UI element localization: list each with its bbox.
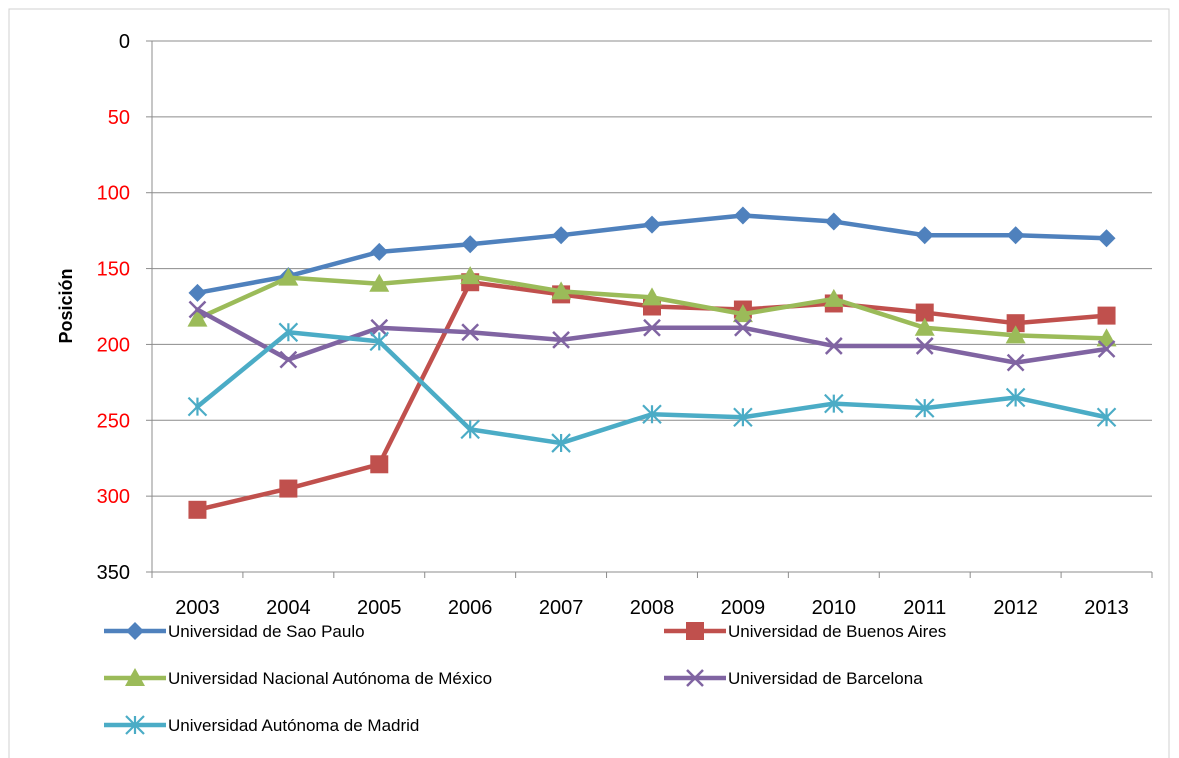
data-point (370, 455, 389, 474)
data-point (1006, 226, 1025, 245)
data-point (915, 226, 934, 245)
series-2 (188, 273, 1116, 519)
data-point (732, 304, 753, 323)
data-point (369, 331, 390, 352)
x-tick-label: 2008 (630, 597, 675, 619)
data-point (1006, 353, 1025, 372)
data-point (642, 404, 662, 424)
data-point (1097, 306, 1116, 325)
data-point (1005, 387, 1026, 408)
x-tick-label: 2004 (266, 597, 311, 619)
series-layer (187, 206, 1117, 519)
y-tick-label: 0 (119, 31, 130, 53)
legend-item: Universidad de Sao Paulo (104, 622, 365, 641)
data-point (1096, 328, 1117, 347)
data-point (552, 330, 570, 349)
legend-item: Universidad Nacional Autónoma de México (104, 668, 492, 688)
legend-item: Universidad Autónoma de Madrid (104, 715, 419, 735)
data-point (824, 212, 843, 231)
legend-label: Universidad Nacional Autónoma de México (168, 669, 492, 688)
data-point (824, 337, 843, 355)
y-tick-label: 200 (97, 334, 130, 356)
legend-label: Universidad de Buenos Aires (728, 622, 946, 641)
data-point (279, 479, 298, 498)
series-3 (187, 266, 1117, 347)
data-point (1097, 340, 1116, 358)
data-point (551, 433, 571, 453)
chart-border (8, 8, 1170, 758)
data-point (551, 281, 572, 300)
data-point (823, 288, 844, 307)
axes (146, 40, 1153, 578)
data-point (370, 242, 389, 261)
data-point (1005, 325, 1026, 344)
legend-marker (686, 622, 704, 640)
x-tick-label: 2009 (721, 597, 766, 619)
data-point (1006, 314, 1025, 333)
data-point (187, 396, 208, 417)
legend: Universidad de Sao Paulo Universidad de B… (104, 622, 946, 735)
legend-marker (125, 715, 145, 735)
data-point (915, 337, 934, 355)
data-point (552, 226, 571, 245)
data-point (461, 235, 480, 254)
legend-label: Universidad Autónoma de Madrid (168, 716, 419, 735)
x-tick-label: 2005 (357, 597, 402, 619)
y-tick-label: 250 (97, 410, 130, 432)
data-point (188, 500, 207, 519)
legend-marker (125, 668, 145, 686)
data-point (1097, 229, 1116, 248)
data-point (461, 323, 480, 342)
series-1 (188, 206, 1116, 302)
data-point (187, 308, 208, 327)
y-tick-label: 150 (97, 259, 130, 281)
series-line (195, 330, 1109, 446)
data-point (643, 215, 661, 234)
data-point (369, 273, 390, 292)
data-point (914, 317, 935, 336)
gridlines (152, 40, 1152, 497)
x-tick-label: 2011 (903, 597, 946, 619)
legend-item: Universidad de Buenos Aires (664, 622, 946, 641)
data-point (643, 318, 661, 337)
legend-marker (126, 622, 144, 640)
data-point (642, 287, 662, 306)
x-tick-label: 2003 (175, 597, 220, 619)
data-point (188, 283, 207, 302)
x-tick-label: 2013 (1084, 597, 1129, 619)
y-tick-labels: 0 50 100 150 200 250 300 350 (97, 31, 130, 584)
y-tick-label: 100 (97, 183, 130, 205)
x-tick-label: 2007 (539, 597, 584, 619)
data-point (824, 393, 844, 414)
series-5 (187, 322, 1117, 453)
data-point (278, 267, 299, 286)
legend-item: Universidad de Barcelona (664, 669, 923, 688)
x-tick-label: 2012 (993, 597, 1038, 619)
data-point (915, 303, 934, 322)
data-point (1096, 407, 1117, 428)
data-point (914, 398, 935, 418)
data-point (279, 350, 298, 369)
data-point (733, 206, 752, 225)
legend-label: Universidad de Barcelona (728, 669, 923, 688)
x-tick-label: 2006 (448, 597, 493, 619)
data-point (460, 419, 480, 440)
y-axis-title: Posición (56, 268, 76, 343)
data-point (188, 300, 207, 319)
data-point (460, 266, 481, 285)
data-point (734, 318, 752, 337)
series-line (195, 279, 1109, 513)
x-tick-labels: 2003 2004 2005 2006 2007 2008 2009 2010 2011 2012… (175, 597, 1129, 619)
data-point (370, 318, 389, 337)
x-tick-label: 2010 (812, 597, 857, 619)
y-tick-label: 50 (108, 107, 130, 129)
legend-label: Universidad de Sao Paulo (168, 622, 365, 641)
y-tick-label: 350 (97, 562, 130, 584)
data-point (733, 407, 753, 428)
y-tick-label: 300 (97, 486, 130, 508)
data-point (278, 322, 299, 343)
legend-marker (686, 669, 704, 687)
